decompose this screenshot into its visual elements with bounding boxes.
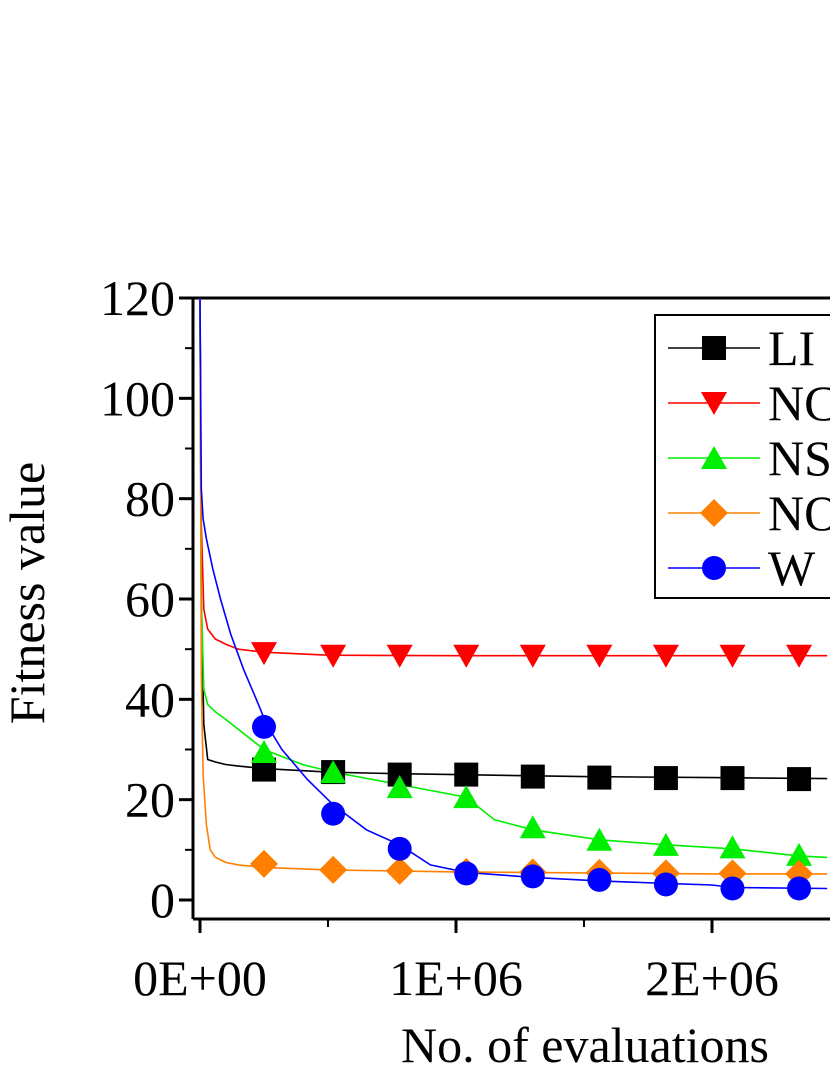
data-point-w (252, 714, 276, 739)
data-point-li (653, 766, 678, 791)
legend-label-li: LI (768, 320, 815, 376)
data-point-ns (519, 815, 546, 839)
y-tick-label: 100 (100, 370, 175, 426)
data-point-nc (519, 644, 546, 668)
data-point-no (250, 849, 278, 878)
legend-marker-ns (701, 446, 727, 469)
y-tick-label: 80 (125, 471, 175, 527)
data-point-ns (786, 842, 813, 866)
data-point-li (720, 766, 745, 791)
series-group (199, 298, 828, 901)
y-tick-label: 60 (125, 571, 175, 627)
x-axis-title: No. of evaluations (401, 1017, 769, 1073)
legend-marker-w (702, 556, 726, 580)
data-point-nc (453, 644, 480, 668)
legend-marker-no (700, 499, 728, 527)
series-line-w (199, 298, 828, 890)
legend-marker-nc (701, 392, 727, 415)
data-point-li (454, 762, 479, 787)
series-layer (199, 298, 828, 901)
legend-marker-li (702, 336, 726, 360)
series-line-nc (199, 298, 828, 657)
y-tick-label: 20 (125, 772, 175, 828)
data-point-ns (586, 827, 613, 851)
legend-label-no: NO (768, 485, 830, 541)
data-point-ns (320, 760, 347, 784)
x-tick-label: 2E+06 (645, 950, 779, 1006)
data-point-w (321, 801, 346, 826)
y-tick-label: 0 (150, 872, 175, 928)
data-point-w (387, 836, 412, 861)
data-point-ns (251, 740, 277, 764)
data-point-w (520, 864, 545, 889)
data-point-ns (719, 835, 746, 859)
x-tick-label: 0E+00 (133, 950, 267, 1006)
data-point-nc (586, 644, 613, 668)
data-point-nc (320, 644, 347, 668)
data-point-no (319, 855, 348, 884)
data-point-w (720, 876, 745, 901)
data-point-w (454, 861, 479, 886)
data-point-w (653, 872, 678, 897)
data-point-nc (652, 644, 679, 668)
series-line-li (199, 298, 828, 780)
data-point-nc (719, 644, 746, 668)
legend-box (654, 314, 830, 599)
data-point-w (587, 867, 612, 892)
data-point-li (787, 767, 812, 792)
y-tick-label: 120 (100, 270, 175, 326)
legend-label-ns: NS (768, 430, 830, 486)
data-point-li (520, 764, 545, 789)
axes-layer: 0 20 40 60 80 100 120 0E+00 1E+06 2E+06 (100, 270, 830, 1006)
data-point-no (385, 856, 414, 885)
data-point-nc (786, 644, 813, 668)
y-axis-title: Fitness value (0, 462, 55, 724)
data-point-w (787, 876, 812, 901)
legend-label-nc: NC (768, 375, 830, 431)
data-point-li (587, 765, 612, 790)
data-point-nc (251, 642, 277, 666)
y-tick-label: 40 (125, 671, 175, 727)
legend-label-w: W (768, 540, 816, 596)
data-point-ns (652, 832, 679, 856)
data-point-ns (453, 785, 480, 809)
data-point-ns (386, 775, 413, 799)
x-tick-label: 1E+06 (389, 950, 523, 1006)
data-point-nc (386, 644, 413, 668)
